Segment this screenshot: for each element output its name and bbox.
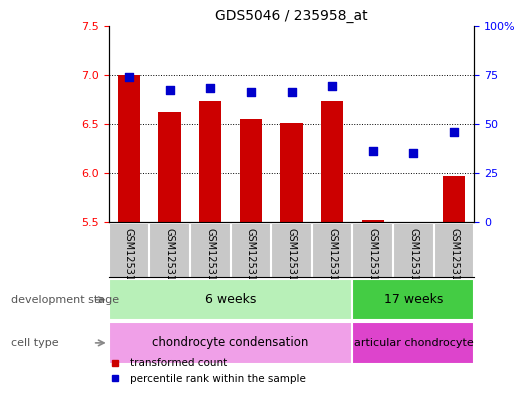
Text: GSM1253159: GSM1253159: [246, 228, 256, 294]
Point: [409, 150, 418, 156]
Text: GSM1253161: GSM1253161: [327, 228, 337, 294]
Text: GSM1253157: GSM1253157: [165, 228, 174, 294]
Point: [328, 83, 337, 90]
Point: [125, 73, 133, 80]
Text: chondrocyte condensation: chondrocyte condensation: [152, 336, 309, 349]
Text: GSM1253169: GSM1253169: [409, 228, 418, 294]
Bar: [443, 176, 465, 222]
Text: cell type: cell type: [11, 338, 58, 348]
Bar: [109, 322, 352, 364]
Bar: [321, 101, 343, 222]
Point: [368, 148, 377, 154]
Bar: [352, 279, 474, 320]
Text: GSM1253158: GSM1253158: [205, 228, 215, 294]
Bar: [109, 279, 352, 320]
Bar: [199, 101, 222, 222]
Bar: [240, 119, 262, 222]
Point: [206, 85, 215, 92]
Text: 17 weeks: 17 weeks: [384, 293, 443, 306]
Text: development stage: development stage: [11, 295, 119, 305]
Text: articular chondrocyte: articular chondrocyte: [354, 338, 473, 348]
Bar: [280, 123, 303, 222]
Point: [287, 89, 296, 95]
Point: [450, 129, 458, 135]
Text: GSM1253170: GSM1253170: [449, 228, 459, 294]
Point: [165, 87, 174, 94]
Title: GDS5046 / 235958_at: GDS5046 / 235958_at: [215, 9, 368, 23]
Bar: [158, 112, 181, 222]
Text: GSM1253168: GSM1253168: [368, 228, 378, 294]
Bar: [361, 220, 384, 222]
Legend: transformed count, percentile rank within the sample: transformed count, percentile rank withi…: [101, 354, 310, 388]
Text: 6 weeks: 6 weeks: [205, 293, 256, 306]
Text: GSM1253156: GSM1253156: [124, 228, 134, 294]
Bar: [118, 75, 140, 222]
Point: [246, 89, 255, 95]
Bar: [352, 322, 474, 364]
Text: GSM1253160: GSM1253160: [287, 228, 296, 294]
